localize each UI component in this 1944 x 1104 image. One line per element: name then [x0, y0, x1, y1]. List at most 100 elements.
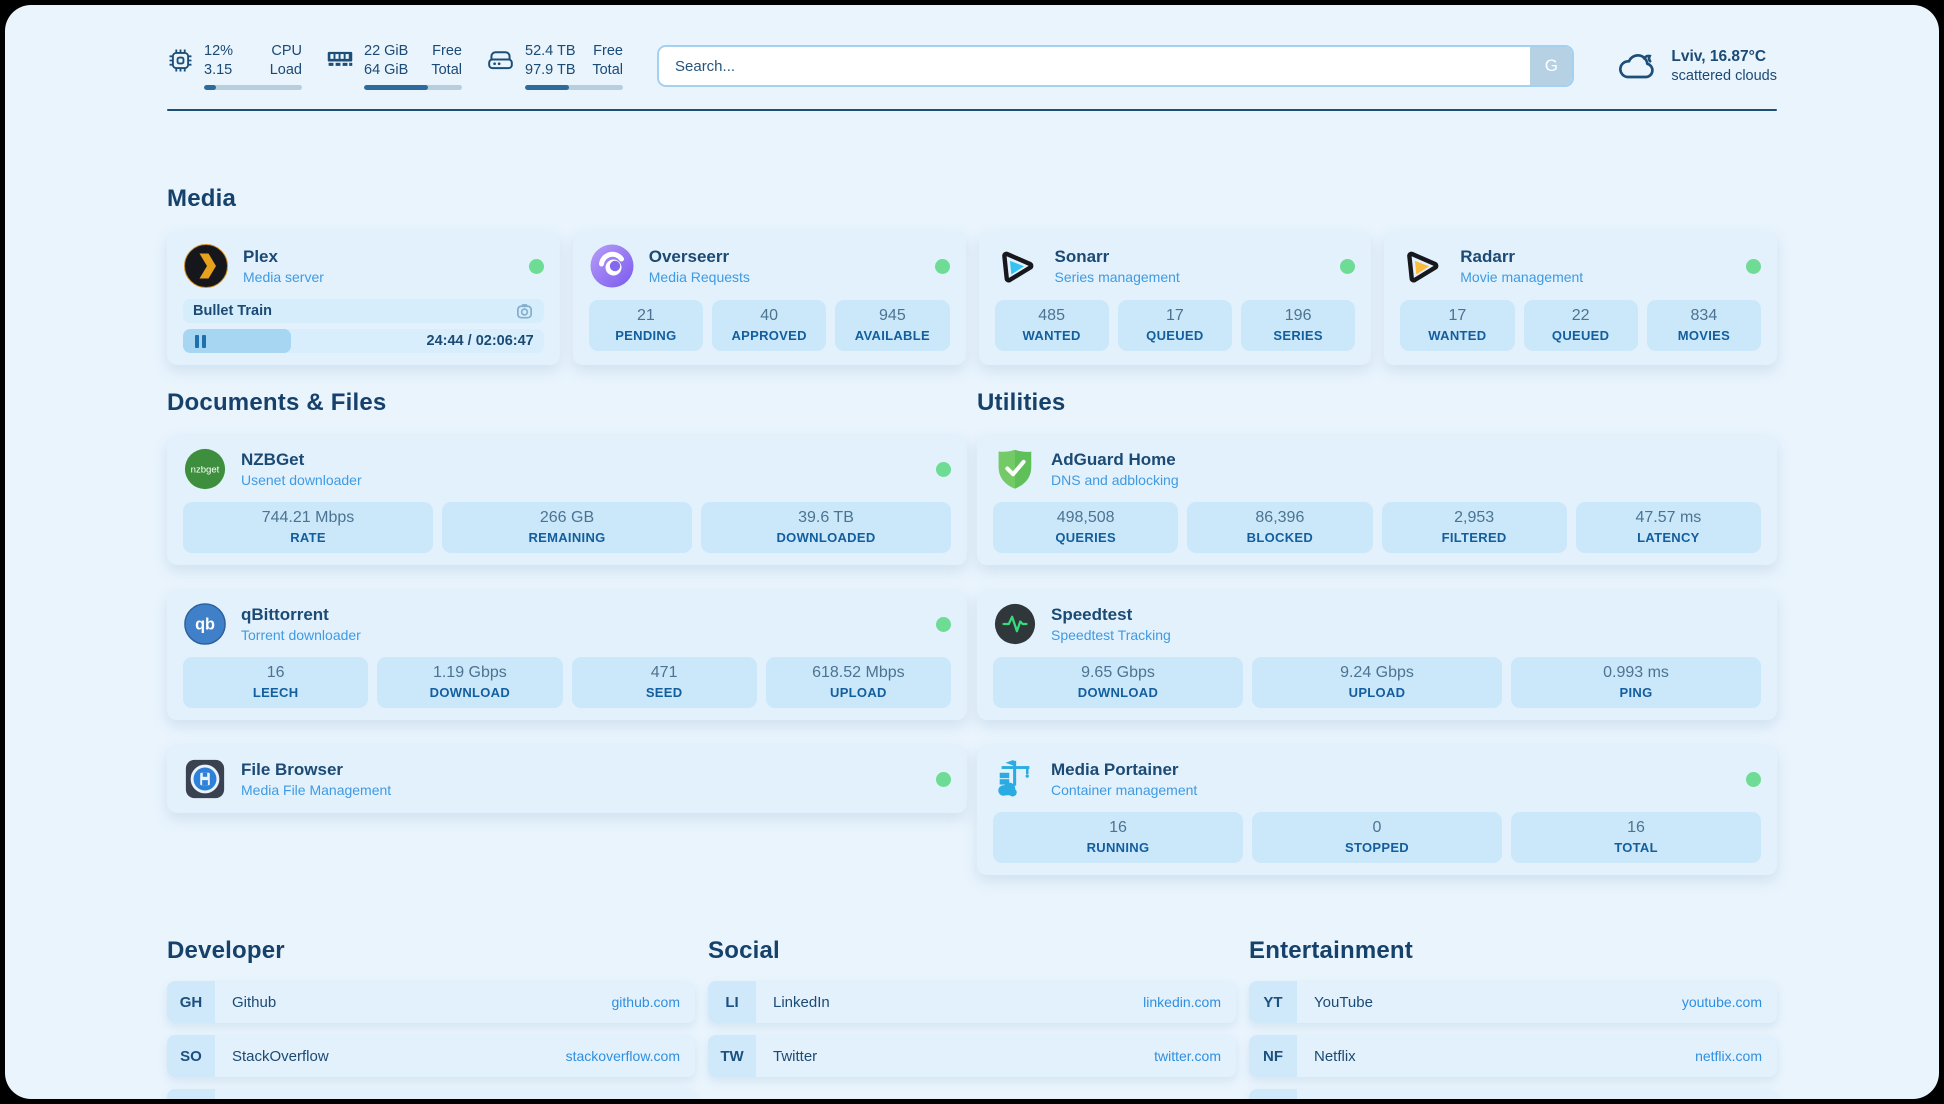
stat-label: PENDING: [615, 328, 677, 343]
stat-rate: 744.21 Mbps RATE: [183, 502, 433, 553]
status-dot: [936, 771, 951, 787]
now-playing-bar: Bullet Train: [183, 299, 544, 323]
weather-condition: scattered clouds: [1671, 68, 1777, 84]
ram-labels: Free Total: [431, 42, 462, 80]
ram-values: 22 GiB 64 GiB: [364, 42, 408, 80]
link-url: youtube.com: [1681, 994, 1762, 1010]
stat-total: 16 TOTAL: [1511, 812, 1761, 863]
link-badge: SO: [167, 1035, 215, 1077]
stat-value: 16: [266, 664, 285, 681]
stat-label: QUEUED: [1146, 328, 1204, 343]
stat-label: DOWNLOAD: [1077, 685, 1159, 700]
disk-labels: Free Total: [592, 42, 623, 80]
ram-stat: 22 GiB 64 GiB Free Total: [326, 42, 462, 90]
stat-queued: 22 QUEUED: [1523, 300, 1638, 351]
link-url: twitter.com: [1154, 1048, 1221, 1064]
section-heading-documents: Documents & Files: [167, 389, 387, 416]
stat-value: 1.19 Gbps: [432, 664, 507, 681]
stat-label: DOWNLOAD: [429, 685, 511, 700]
search-engine-button[interactable]: G: [1530, 47, 1573, 85]
section-heading-social: Social: [708, 937, 780, 964]
card-radarr[interactable]: Radarr Movie management 17 WANTED 22 QUEUE…: [1384, 231, 1777, 365]
stat-label: BLOCKED: [1246, 530, 1314, 545]
status-dot: [936, 616, 951, 632]
card-nzbget[interactable]: nzbget NZBGet Usenet downloader 744.21 M…: [167, 435, 967, 565]
card-speedtest[interactable]: Speedtest Speedtest Tracking 9.65 Gbps DO…: [977, 590, 1777, 720]
link-linkedin[interactable]: LI LinkedIn linkedin.com: [708, 981, 1236, 1023]
stat-label: DOWNLOADED: [776, 530, 876, 545]
stat-label: PING: [1619, 685, 1653, 700]
status-dot: [528, 258, 544, 274]
stat-download: 9.65 Gbps DOWNLOAD: [993, 657, 1243, 708]
stat-label: MOVIES: [1677, 328, 1731, 343]
service-title: AdGuard Home: [1051, 450, 1176, 469]
card-sonarr[interactable]: Sonarr Series management 485 WANTED 17 QUE…: [978, 231, 1372, 365]
middle-columns: Documents & Files nzbget NZBGet Usenet d…: [167, 367, 1777, 875]
card-filebrowser[interactable]: File Browser Media File Management: [167, 745, 967, 813]
service-title: Radarr: [1460, 247, 1516, 266]
search-bar: G: [657, 45, 1575, 87]
card-portainer[interactable]: Media Portainer Container management 16 R…: [977, 745, 1777, 875]
stat-value: 2,953: [1454, 509, 1495, 526]
social-section: Social LI LinkedIn linkedin.com TW Twitt…: [708, 937, 1236, 1077]
status-dot: [1746, 258, 1761, 274]
link-stackoverflow[interactable]: SO StackOverflow stackoverflow.com: [167, 1035, 695, 1077]
service-subtitle: Movie management: [1460, 269, 1584, 285]
cpu-icon: [169, 49, 192, 72]
stat-value: 9.24 Gbps: [1340, 664, 1414, 681]
ram-icon: [327, 52, 353, 67]
stat-label: REMAINING: [528, 530, 606, 545]
link-url: netflix.com: [1695, 1048, 1762, 1064]
cpu-load: 3.15: [204, 62, 233, 78]
search-input[interactable]: [659, 47, 1531, 85]
stat-label: AVAILABLE: [854, 328, 930, 343]
overseerr-icon: [589, 243, 635, 289]
stat-value: 9.65 Gbps: [1081, 664, 1155, 681]
ram-total: 64 GiB: [364, 62, 409, 78]
link-netflix[interactable]: NF Netflix netflix.com: [1249, 1035, 1777, 1077]
service-title: File Browser: [241, 760, 344, 779]
load-label: Load: [269, 62, 302, 78]
service-subtitle: Torrent downloader: [241, 627, 361, 643]
link-reddit[interactable]: RE Reddit reddit.com: [1249, 1089, 1777, 1099]
stat-value: 834: [1690, 307, 1718, 324]
card-plex[interactable]: Plex Media server Bullet Train 24:44 / 0…: [167, 231, 560, 365]
link-badge: LI: [708, 981, 756, 1023]
stat-label: APPROVED: [731, 328, 807, 343]
link-youtube[interactable]: YT YouTube youtube.com: [1249, 981, 1777, 1023]
card-overseerr[interactable]: Overseerr Media Requests 21 PENDING 40 APP…: [572, 231, 966, 365]
pause-icon: [195, 334, 206, 348]
stat-label: WANTED: [1428, 328, 1487, 343]
stat-blocked: 86,396 BLOCKED: [1187, 502, 1373, 553]
now-playing-title: Bullet Train: [193, 303, 272, 319]
cpu-progress-fill: [204, 84, 216, 90]
link-badge: RE: [1249, 1089, 1297, 1099]
link-dev[interactable]: DT DEV dev.to: [167, 1089, 695, 1099]
free-label: Free: [432, 43, 462, 60]
stat-upload: 9.24 Gbps UPLOAD: [1252, 657, 1502, 708]
section-heading-entertainment: Entertainment: [1249, 937, 1413, 964]
disk-total: 97.9 TB: [525, 62, 576, 78]
disk-icon: [488, 51, 513, 70]
stat-value: 945: [879, 307, 906, 324]
section-heading-developer: Developer: [167, 937, 285, 964]
total-label: Total: [431, 62, 462, 78]
stat-label: SERIES: [1273, 328, 1323, 343]
card-qbittorrent[interactable]: qb qBittorrent Torrent downloader 16 LEEC…: [167, 590, 967, 720]
cpu-usage: 12%: [204, 43, 234, 60]
stat-pending: 21 PENDING: [588, 300, 703, 351]
card-adguard[interactable]: AdGuard Home DNS and adblocking 498,508 Q…: [977, 435, 1777, 565]
stat-label: SEED: [645, 685, 683, 700]
stat-label: TOTAL: [1614, 840, 1658, 855]
link-twitter[interactable]: TW Twitter twitter.com: [708, 1035, 1236, 1077]
cpu-stat: 12% 3.15 CPU Load: [167, 42, 302, 90]
stat-value: 16: [1627, 819, 1645, 836]
stat-label: UPLOAD: [830, 685, 887, 700]
stat-value: 86,396: [1255, 509, 1305, 526]
disk-free: 52.4 TB: [525, 43, 576, 60]
link-github[interactable]: GH Github github.com: [167, 981, 695, 1023]
service-title: Speedtest: [1051, 605, 1133, 624]
service-subtitle: Speedtest Tracking: [1051, 627, 1171, 643]
filebrowser-icon: [183, 757, 227, 801]
svg-text:nzbget: nzbget: [191, 464, 220, 475]
